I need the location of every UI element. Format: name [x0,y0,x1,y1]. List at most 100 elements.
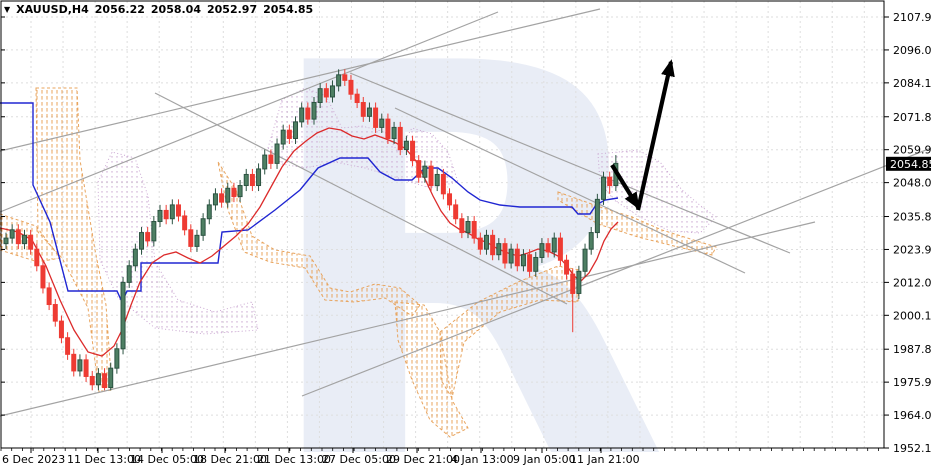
bull-candle[interactable] [262,154,268,170]
bull-candle[interactable] [366,107,372,117]
bull-candle[interactable] [379,118,385,128]
bull-candle[interactable] [108,367,114,389]
bear-candle[interactable] [163,209,169,220]
bear-candle[interactable] [188,229,194,247]
bear-candle[interactable] [231,187,237,198]
bear-candle[interactable] [385,118,391,139]
bull-candle[interactable] [206,204,212,220]
bear-candle[interactable] [416,160,422,178]
bear-candle[interactable] [557,237,563,261]
bear-candle[interactable] [52,304,58,322]
bear-candle[interactable] [219,193,225,203]
bear-candle[interactable] [71,353,77,372]
bear-candle[interactable] [34,248,40,267]
bear-candle[interactable] [83,359,89,377]
bull-candle[interactable] [120,281,126,350]
bull-candle[interactable] [403,140,409,151]
bull-candle[interactable] [496,243,502,256]
trendline[interactable] [349,72,791,254]
bear-candle[interactable] [102,373,108,389]
forecast-arrow[interactable] [610,163,640,210]
bull-candle[interactable] [132,248,138,267]
bear-candle[interactable] [570,273,576,294]
bull-candle[interactable] [576,270,582,294]
bull-candle[interactable] [539,243,545,258]
bull-candle[interactable] [329,85,335,98]
bull-candle[interactable] [588,232,594,250]
bear-candle[interactable] [28,234,34,250]
bear-candle[interactable] [89,375,95,386]
bull-candle[interactable] [126,265,132,283]
bear-candle[interactable] [268,154,274,164]
bull-candle[interactable] [139,232,145,250]
trendline[interactable] [301,147,931,397]
forecast-arrow[interactable] [635,59,675,211]
bear-candle[interactable] [354,93,360,104]
bull-candle[interactable] [9,229,15,239]
bear-candle[interactable] [514,248,520,267]
bear-candle[interactable] [182,215,188,231]
bear-candle[interactable] [286,129,292,139]
bull-candle[interactable] [311,102,317,120]
bull-candle[interactable] [114,348,120,369]
bear-candle[interactable] [145,232,151,242]
bull-candle[interactable] [169,204,175,220]
bear-candle[interactable] [342,74,348,81]
bear-candle[interactable] [428,165,434,187]
trendline[interactable] [0,11,499,213]
bull-candle[interactable] [601,176,607,200]
trendline[interactable] [0,221,816,417]
bear-candle[interactable] [373,107,379,128]
bear-candle[interactable] [58,320,64,339]
bull-candle[interactable] [237,185,243,198]
bull-candle[interactable] [280,129,286,145]
bull-candle[interactable] [520,254,526,267]
bear-candle[interactable] [65,337,71,355]
bear-candle[interactable] [323,88,329,98]
bear-candle[interactable] [471,221,477,239]
bear-candle[interactable] [175,204,181,217]
bull-candle[interactable] [594,198,600,234]
bear-candle[interactable] [564,259,570,275]
bull-candle[interactable] [508,248,514,264]
bear-candle[interactable] [40,265,46,289]
bull-candle[interactable] [77,359,83,372]
bull-candle[interactable] [551,237,557,253]
bull-candle[interactable] [95,373,101,386]
bear-candle[interactable] [249,173,255,187]
bull-candle[interactable] [434,173,440,187]
trendline[interactable] [394,107,746,274]
bear-candle[interactable] [440,173,446,195]
bull-candle[interactable] [151,221,157,242]
bull-candle[interactable] [3,237,9,245]
bear-candle[interactable] [348,79,354,95]
bull-candle[interactable] [256,168,262,187]
bear-candle[interactable] [447,193,453,206]
bear-candle[interactable] [545,243,551,253]
bull-candle[interactable] [293,121,299,139]
bear-candle[interactable] [15,229,21,245]
trendline[interactable] [154,92,568,305]
bull-candle[interactable] [194,234,200,247]
trendline[interactable] [0,8,601,152]
bull-candle[interactable] [483,234,489,250]
bear-candle[interactable] [46,287,52,306]
bull-candle[interactable] [465,221,471,234]
bull-candle[interactable] [200,218,206,236]
bull-candle[interactable] [157,209,163,223]
bear-candle[interactable] [397,126,403,151]
bull-candle[interactable] [274,143,280,164]
symbol-dropdown-icon[interactable]: ▼ [4,5,11,14]
bull-candle[interactable] [582,248,588,272]
bear-candle[interactable] [459,218,465,234]
bull-candle[interactable] [422,165,428,178]
bear-candle[interactable] [305,107,311,120]
bull-candle[interactable] [243,173,249,187]
bull-candle[interactable] [212,193,218,206]
bear-candle[interactable] [453,204,459,220]
bear-candle[interactable] [502,243,508,264]
bull-candle[interactable] [391,126,397,139]
bear-candle[interactable] [477,237,483,250]
bear-candle[interactable] [360,102,366,117]
